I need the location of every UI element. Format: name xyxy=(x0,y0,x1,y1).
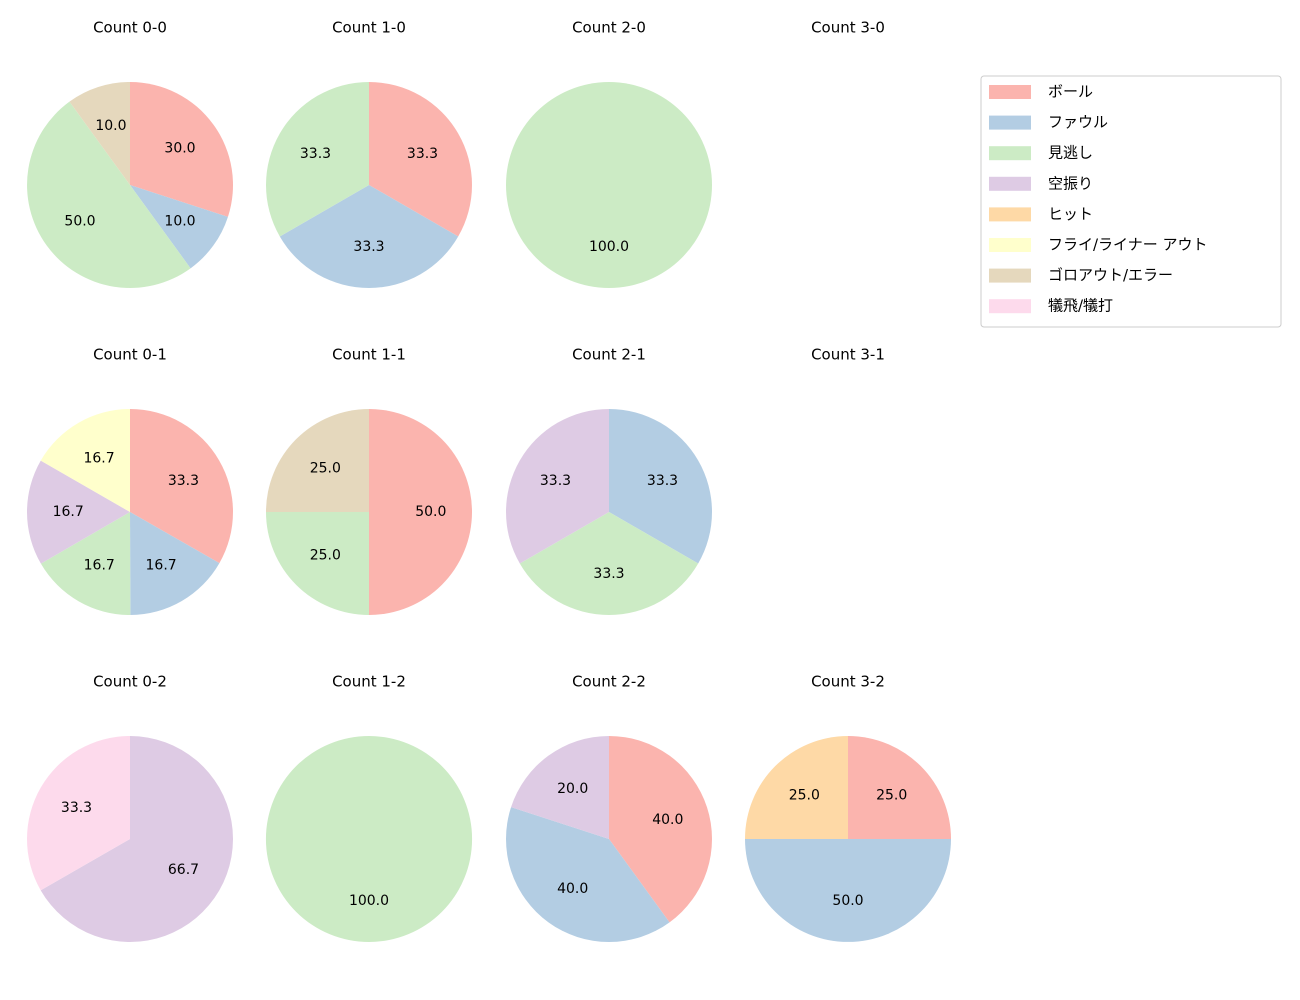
pie-wedge xyxy=(130,512,220,615)
pie-wedge xyxy=(745,736,848,839)
legend-label: 犠飛/犠打 xyxy=(1048,297,1113,315)
legend-label: フライ/ライナー アウト xyxy=(1048,236,1208,254)
pie-value-label: 50.0 xyxy=(415,504,446,520)
pie-wedge xyxy=(130,82,233,217)
pie-wedge xyxy=(506,82,712,288)
legend-label: ファウル xyxy=(1048,113,1108,131)
legend-label: ゴロアウト/エラー xyxy=(1048,266,1173,284)
pie-wedge xyxy=(266,512,369,615)
pie-wedge xyxy=(27,101,191,288)
pie-value-label: 33.3 xyxy=(407,146,438,162)
pie-title: Count 1-1 xyxy=(332,346,406,364)
pie-title: Count 1-2 xyxy=(332,673,406,691)
pie-wedge xyxy=(40,512,131,615)
legend-label: ヒット xyxy=(1048,205,1093,223)
pie-value-label: 25.0 xyxy=(876,787,907,803)
pie-wedge xyxy=(27,736,130,891)
pie-value-label: 33.3 xyxy=(593,566,624,582)
legend-label: 空振り xyxy=(1048,174,1093,192)
pie-value-label: 66.7 xyxy=(168,862,199,878)
pie-wedge xyxy=(609,409,712,564)
pie-title: Count 1-0 xyxy=(332,19,406,37)
pie-value-label: 33.3 xyxy=(61,800,92,816)
pie-wedge xyxy=(265,736,473,943)
legend-swatch xyxy=(989,238,1031,252)
pie-value-label: 25.0 xyxy=(310,548,341,564)
pie-value-label: 33.3 xyxy=(540,473,571,489)
pie-value-label: 100.0 xyxy=(589,239,629,255)
legend-swatch xyxy=(989,299,1031,314)
pie-value-label: 50.0 xyxy=(64,213,95,229)
pie-value-label: 16.7 xyxy=(83,450,114,466)
legend-swatch xyxy=(989,268,1031,283)
pie-wedge xyxy=(369,82,472,237)
pie-value-label: 25.0 xyxy=(789,787,820,803)
pie-value-label: 100.0 xyxy=(349,893,389,909)
legend-swatch xyxy=(989,176,1031,191)
pie-wedge xyxy=(130,409,233,564)
pie-wedge xyxy=(506,409,609,564)
pie-value-label: 40.0 xyxy=(652,812,683,828)
pie-wedge xyxy=(519,512,699,615)
pie-wedge xyxy=(266,409,369,512)
pie-value-label: 33.3 xyxy=(300,146,331,162)
pie-title: Count 2-1 xyxy=(572,346,646,364)
pie-wedge xyxy=(69,82,130,185)
pie-title: Count 3-1 xyxy=(811,346,885,364)
pie-wedge xyxy=(506,807,670,942)
pie-wedge xyxy=(511,736,609,839)
legend-swatch xyxy=(989,85,1031,99)
pie-wedge xyxy=(130,185,228,269)
pie-title: Count 2-2 xyxy=(572,673,646,691)
pie-title: Count 2-0 xyxy=(572,19,646,37)
pie-wedge xyxy=(26,460,130,564)
pie-wedge xyxy=(369,409,472,615)
pie-value-label: 25.0 xyxy=(310,460,341,476)
pie-title: Count 0-1 xyxy=(93,346,167,364)
pie-wedge xyxy=(40,409,130,512)
pie-title: Count 0-2 xyxy=(93,673,167,691)
pie-value-label: 33.3 xyxy=(168,473,199,489)
pie-value-label: 16.7 xyxy=(84,558,115,574)
pie-wedge xyxy=(40,736,234,942)
pie-value-label: 33.3 xyxy=(353,239,384,255)
pie-value-label: 40.0 xyxy=(557,881,588,897)
legend-swatch xyxy=(989,207,1031,222)
pie-value-label: 50.0 xyxy=(832,893,863,909)
pie-value-label: 16.7 xyxy=(146,557,177,573)
legend-label: ボール xyxy=(1048,83,1093,101)
pie-title: Count 3-2 xyxy=(811,673,885,691)
pie-value-label: 10.0 xyxy=(95,118,126,134)
pie-title: Count 0-0 xyxy=(93,19,167,37)
pie-wedge xyxy=(745,839,951,942)
legend-box xyxy=(980,75,1282,328)
pie-wedge xyxy=(609,736,713,923)
legend-swatch xyxy=(989,146,1031,161)
pie-title: Count 3-0 xyxy=(811,19,885,37)
legend-swatch xyxy=(989,115,1031,130)
pie-value-label: 20.0 xyxy=(557,781,588,797)
pie-wedge xyxy=(848,736,951,839)
pie-wedge xyxy=(266,82,369,237)
legend-label: 見逃し xyxy=(1048,144,1093,162)
pie-value-label: 33.3 xyxy=(647,473,678,489)
pie-value-label: 30.0 xyxy=(164,141,195,157)
pie-value-label: 10.0 xyxy=(164,213,195,229)
pie-value-label: 16.7 xyxy=(53,504,84,520)
